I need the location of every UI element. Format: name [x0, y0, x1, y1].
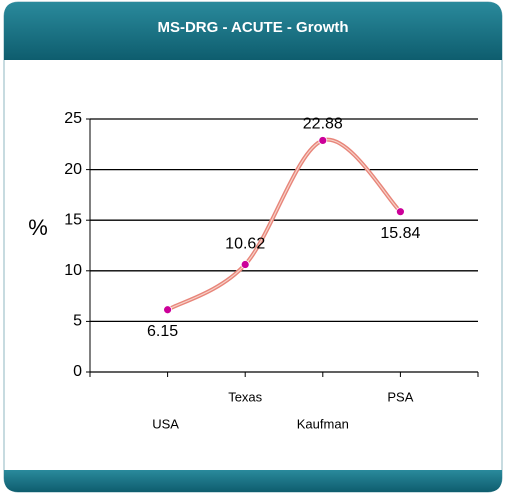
y-tick-label: 20	[64, 161, 82, 178]
marker	[240, 260, 250, 269]
data-label: 6.15	[147, 323, 178, 340]
y-tick-label: 15	[64, 211, 82, 228]
panel-header	[4, 2, 502, 60]
data-label: 15.84	[380, 225, 420, 242]
panel-footer	[4, 470, 502, 492]
x-tick-label: Kaufman	[297, 416, 349, 431]
line-series-highlight	[167, 139, 401, 311]
marker	[318, 136, 328, 145]
y-tick-label: 25	[64, 110, 82, 127]
y-axis-label: %	[28, 215, 48, 240]
data-label: 22.88	[303, 116, 343, 133]
marker	[163, 305, 173, 315]
y-tick-label: 5	[73, 313, 82, 330]
y-tick-label: 0	[73, 363, 82, 380]
x-tick-label: PSA	[387, 389, 413, 404]
x-tick-label: USA	[152, 416, 179, 431]
marker	[395, 207, 405, 217]
data-label: 10.62	[225, 236, 265, 253]
x-tick-label: Texas	[228, 389, 262, 404]
chart-title: MS-DRG - ACUTE - Growth	[157, 19, 348, 36]
y-tick-label: 10	[64, 262, 82, 279]
